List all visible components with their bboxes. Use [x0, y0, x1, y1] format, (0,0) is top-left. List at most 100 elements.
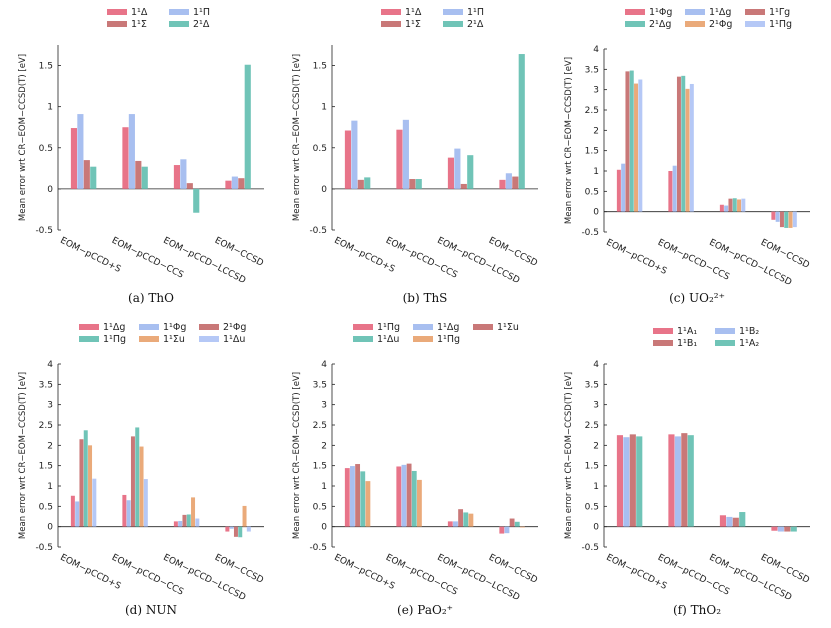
- chart-panel-5: -0.5 0 0.5 1 1.5 2 2.5 3 3.5 4 Mean error wrt CR−E…: [292, 322, 539, 617]
- y-tick-label: 1.5: [585, 147, 599, 157]
- bar: [83, 430, 88, 527]
- bar: [139, 446, 144, 527]
- bar: [238, 178, 245, 189]
- legend-label: 1¹Δ: [405, 7, 422, 18]
- y-tick-label: 3.5: [313, 380, 327, 390]
- bar: [182, 514, 187, 527]
- y-tick-label: 3.5: [585, 380, 599, 390]
- y-tick-label: 2: [593, 441, 599, 451]
- bar: [193, 188, 200, 213]
- legend-swatch: [625, 21, 645, 27]
- y-tick-label: 2.5: [585, 106, 599, 116]
- bar: [344, 130, 352, 189]
- y-tick-label: 0: [593, 523, 599, 533]
- legend-label: 1¹A₁: [677, 326, 697, 337]
- bar: [732, 517, 739, 527]
- bar: [519, 526, 525, 528]
- y-tick-label: 2.5: [313, 421, 327, 431]
- legend-label: 1¹Σ: [131, 19, 147, 30]
- legend-swatch: [79, 324, 99, 330]
- y-tick-label: 2: [47, 441, 53, 451]
- bar: [674, 436, 681, 527]
- bar: [771, 211, 776, 220]
- y-tick-label: 0.5: [585, 187, 599, 197]
- legend-swatch: [745, 9, 765, 15]
- legend-label: 1¹Φg: [649, 7, 672, 18]
- legend-label: 1¹Φg: [163, 322, 186, 333]
- bar: [719, 515, 727, 527]
- y-tick-label: 1: [321, 482, 327, 492]
- y-tick-label: 1: [47, 482, 53, 492]
- bar: [225, 526, 230, 532]
- bar: [468, 513, 474, 527]
- legend-label: 1¹B₁: [677, 338, 697, 349]
- bar: [233, 526, 238, 537]
- bar: [242, 505, 247, 527]
- bar: [792, 211, 797, 228]
- bar: [141, 166, 148, 189]
- panel-caption: (f) ThO₂: [673, 603, 721, 617]
- bar: [771, 526, 778, 531]
- y-tick-label: 0.5: [585, 502, 599, 512]
- y-tick-label: 0.5: [313, 502, 327, 512]
- bar: [672, 165, 677, 212]
- bar: [360, 471, 366, 527]
- legend-label: 2¹Δ: [193, 19, 210, 30]
- bar: [719, 204, 724, 212]
- bar: [411, 470, 417, 527]
- bar: [623, 437, 630, 527]
- bar: [186, 514, 191, 527]
- y-tick-label: 1: [593, 167, 599, 177]
- bar: [406, 463, 412, 527]
- y-tick-label: 1.5: [313, 462, 327, 472]
- legend-label: 1¹Δg: [437, 322, 459, 333]
- bar: [629, 70, 634, 212]
- legend-swatch: [625, 9, 645, 15]
- panel-caption: (e) PaO₂⁺: [397, 603, 453, 617]
- legend-label: 1¹Δ: [131, 7, 148, 18]
- bar: [92, 478, 97, 527]
- bar: [518, 54, 525, 189]
- bar: [739, 512, 746, 527]
- y-tick-label: 1.5: [313, 62, 327, 72]
- bar: [724, 205, 729, 212]
- bar: [447, 157, 455, 189]
- y-tick-label: 1.5: [39, 462, 53, 472]
- bar: [396, 129, 403, 189]
- bar: [70, 495, 75, 527]
- legend-swatch: [169, 9, 189, 15]
- bar: [784, 211, 789, 228]
- bar: [195, 518, 200, 527]
- bar: [728, 198, 733, 212]
- y-tick-label: 0: [47, 523, 53, 533]
- bar: [777, 526, 784, 532]
- y-tick-label: 2.5: [39, 421, 53, 431]
- y-tick-label: 2: [593, 126, 599, 136]
- chart-panel-1: -0.5 0 0.5 1 1.5 Mean error wrt CR−EOM−CCSD(T…: [18, 7, 265, 305]
- legend-swatch: [381, 21, 401, 27]
- bar: [505, 173, 512, 189]
- legend-swatch: [413, 324, 433, 330]
- legend-label: 1¹Γg: [769, 7, 790, 18]
- legend-label: 1¹Δu: [377, 334, 399, 345]
- bar: [676, 76, 681, 212]
- legend-label: 1¹Πg: [103, 334, 126, 345]
- bar: [246, 526, 251, 532]
- legend-label: 1¹Δg: [709, 7, 731, 18]
- y-tick-label: 2.5: [585, 421, 599, 431]
- legend-swatch: [443, 21, 463, 27]
- bar: [463, 512, 469, 527]
- legend-swatch: [715, 328, 735, 334]
- bar: [409, 179, 416, 189]
- y-tick-label: 3: [593, 401, 599, 411]
- y-tick-label: 0: [321, 185, 327, 195]
- y-tick-label: 3.5: [39, 380, 53, 390]
- bar: [79, 439, 84, 527]
- legend-swatch: [745, 21, 765, 27]
- y-tick-label: 0: [47, 185, 53, 195]
- legend-label: 1¹Σu: [497, 322, 519, 333]
- bar: [726, 516, 733, 527]
- bar: [90, 166, 97, 189]
- bar: [784, 526, 791, 532]
- legend-swatch: [653, 340, 673, 346]
